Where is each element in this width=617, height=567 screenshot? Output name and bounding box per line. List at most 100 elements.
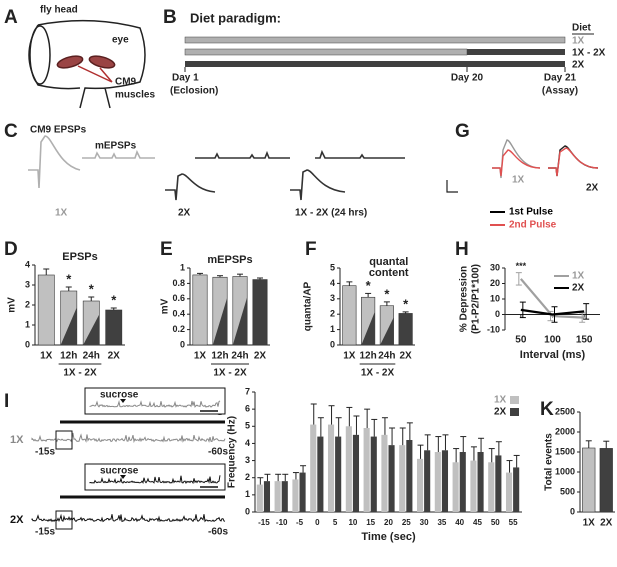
y-axis-label: mV <box>7 297 18 313</box>
x-tick-label: 50 <box>491 518 500 527</box>
bar <box>342 285 357 346</box>
bar <box>441 450 449 512</box>
stimulus-label: sucrose <box>100 466 139 477</box>
time-label: -15s <box>35 527 55 538</box>
legend-label: 2X <box>494 407 507 418</box>
muscle <box>88 55 116 69</box>
y-tick-label: 1500 <box>555 446 575 456</box>
x-tick-label: 1X <box>583 518 596 529</box>
bar <box>263 481 271 512</box>
y-tick-label: 1000 <box>555 466 575 476</box>
x-tick-label: 5 <box>333 518 338 527</box>
y-tick-label: -10 <box>487 324 500 334</box>
zoom-box <box>55 510 73 530</box>
chart-title: content <box>369 267 409 279</box>
legend-swatch <box>510 396 519 404</box>
y-tick-label: 1 <box>330 324 335 334</box>
group-label: 1X - 2X <box>63 368 97 379</box>
legend-label: 1X <box>494 395 507 406</box>
stimulus-arrow <box>120 399 126 403</box>
bar <box>513 467 520 512</box>
condition-label: 2X <box>178 208 191 219</box>
chart-title: EPSPs <box>62 251 97 263</box>
y-tick-label: 3 <box>330 293 335 303</box>
y-tick-label: 2 <box>245 472 250 482</box>
bar <box>327 424 335 512</box>
muscle <box>56 55 84 69</box>
y-tick-label: 20 <box>490 278 500 288</box>
trace <box>31 432 226 444</box>
diet-label: 1X <box>572 36 585 47</box>
y-tick-label: 1 <box>180 262 185 272</box>
panel-title: CM9 EPSPs <box>30 125 87 136</box>
bar <box>434 452 441 512</box>
y-tick-label: 2000 <box>555 426 575 436</box>
time-label: -60s <box>208 527 228 538</box>
x-tick-label: 24h <box>378 351 395 362</box>
bar-split <box>380 317 394 345</box>
bar <box>399 445 406 512</box>
stimulus-arrow <box>120 475 126 479</box>
y-tick-label: 4 <box>245 438 250 448</box>
diet-label: 2X <box>572 60 585 71</box>
x-axis-label: Interval (ms) <box>520 349 586 361</box>
legend-label: 1X <box>572 271 585 282</box>
condition-label: 2X <box>10 514 24 526</box>
y-tick-label: 0.4 <box>172 309 185 319</box>
x-tick-label: 2X <box>254 351 267 362</box>
bar <box>281 481 288 512</box>
trace <box>28 135 81 189</box>
x-tick-label: 100 <box>544 335 561 346</box>
bar-split <box>83 314 100 345</box>
bar <box>335 436 342 512</box>
x-tick-label: 1X <box>40 351 53 362</box>
trace <box>492 149 541 177</box>
arrow <box>77 65 113 83</box>
y-tick-label: 6 <box>245 404 250 414</box>
y-tick-label: 0 <box>330 339 335 349</box>
panel-letter: D <box>4 239 18 260</box>
y-tick-label: 0.8 <box>172 278 185 288</box>
condition-label: 2X <box>586 183 599 194</box>
y-axis-label: mV <box>160 298 171 314</box>
panel-letter: G <box>455 121 470 142</box>
x-tick-label: 0 <box>315 518 320 527</box>
y-axis-label: quanta/AP <box>303 281 314 331</box>
x-tick-label: 2X <box>400 351 413 362</box>
trace <box>82 149 155 159</box>
y-tick-label: 7 <box>245 386 250 396</box>
y-tick-label: 0 <box>570 506 575 516</box>
scale-bar <box>446 180 458 193</box>
y-tick-label: 5 <box>245 421 250 431</box>
y-tick-label: 5 <box>330 262 335 272</box>
diet-bar <box>185 61 565 67</box>
time-label: -60s <box>208 447 228 458</box>
bar <box>352 434 360 512</box>
x-tick-label: 25 <box>402 518 411 527</box>
panel-letter: I <box>4 391 9 412</box>
bar <box>105 309 123 346</box>
x-tick-label: 40 <box>455 518 464 527</box>
x-tick-label: 15 <box>366 518 375 527</box>
bar <box>252 279 268 346</box>
y-tick-label: 0.2 <box>172 324 185 334</box>
bar <box>381 434 388 512</box>
traces <box>492 139 599 179</box>
bar <box>292 479 299 512</box>
bar <box>398 313 413 346</box>
y-tick-label: 2500 <box>555 406 575 416</box>
bar <box>299 472 306 512</box>
diet-bar <box>467 49 565 55</box>
head-diagram <box>28 19 146 109</box>
head-label: fly head <box>40 5 78 16</box>
zoom-box <box>55 430 73 450</box>
trace <box>89 399 221 408</box>
panel-letter: E <box>160 239 173 260</box>
bar <box>582 447 596 513</box>
y-tick-label: 3 <box>25 279 30 289</box>
x-tick-label: 20 <box>384 518 393 527</box>
bar <box>274 481 281 512</box>
traces <box>28 135 458 201</box>
x-tick-label: -5 <box>296 518 304 527</box>
